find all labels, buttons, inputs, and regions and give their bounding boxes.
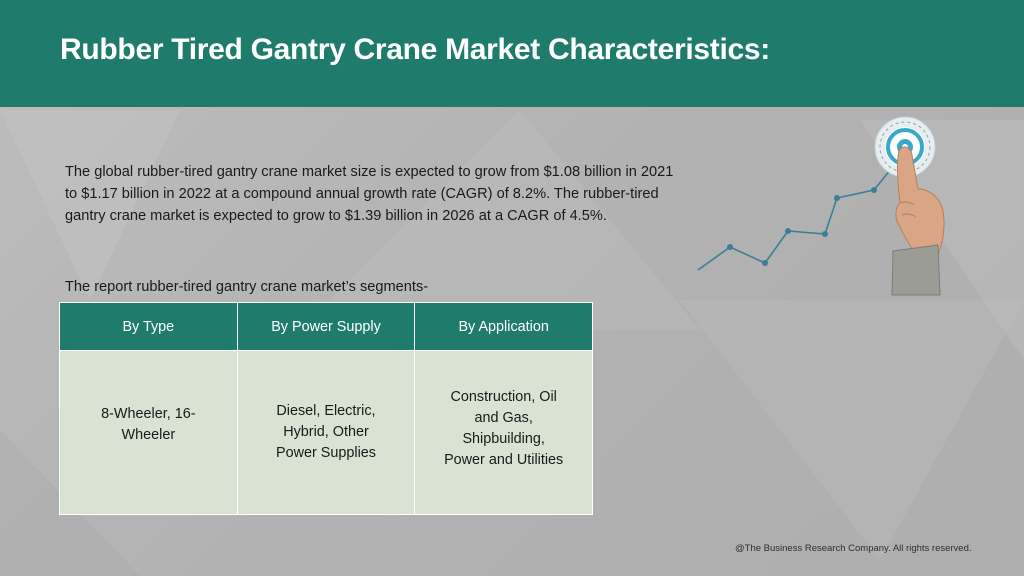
segments-table: By Type By Power Supply By Application 8…: [59, 302, 593, 515]
segments-intro: The report rubber-tired gantry crane mar…: [65, 279, 429, 295]
market-description: The global rubber-tired gantry crane mar…: [65, 164, 674, 224]
cell-application: Construction, Oil and Gas, Shipbuilding,…: [414, 350, 593, 515]
header-by-power-supply: By Power Supply: [236, 302, 416, 351]
page-title: Rubber Tired Gantry Crane Market Charact…: [60, 33, 770, 66]
copyright-footer: @The Business Research Company. All righ…: [735, 543, 972, 554]
header-by-type: By Type: [59, 302, 238, 351]
cell-type: 8-Wheeler, 16-Wheeler: [59, 350, 238, 515]
cell-power-supply: Diesel, Electric, Hybrid, Other Power Su…: [236, 350, 416, 515]
table-header-row: By Type By Power Supply By Application: [59, 302, 593, 351]
header-bar: Rubber Tired Gantry Crane Market Charact…: [0, 0, 1024, 107]
target-growth-icon: [697, 116, 945, 296]
table-row: 8-Wheeler, 16-Wheeler Diesel, Electric, …: [59, 350, 593, 515]
header-by-application: By Application: [414, 302, 593, 351]
